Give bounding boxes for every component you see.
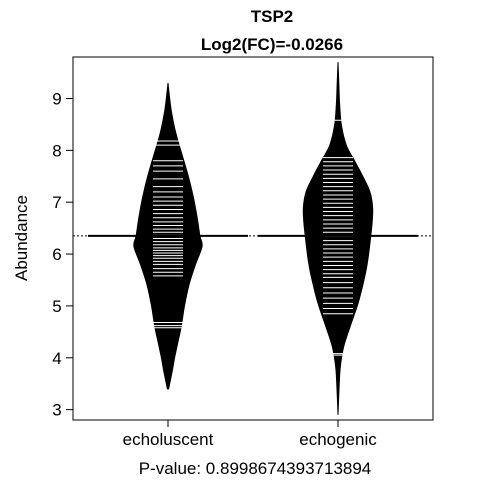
plot-frame <box>72 56 434 421</box>
y-tick-label: 4 <box>52 349 61 368</box>
y-tick-label: 6 <box>52 245 61 264</box>
y-axis-label: Abundance <box>12 195 31 281</box>
y-tick-label: 7 <box>52 193 61 212</box>
bean-echogenic <box>302 62 374 415</box>
axes-layer: echoluscent echogenic 3 4 5 6 7 8 9 <box>52 89 377 449</box>
y-tick-label: 3 <box>52 401 61 420</box>
x-tick-label: echoluscent <box>123 430 214 449</box>
y-tick-label: 5 <box>52 297 61 316</box>
x-axis-label: P-value: 0.8998674393713894 <box>139 459 372 478</box>
x-tick-label: echogenic <box>299 430 377 449</box>
beans-layer <box>73 62 433 415</box>
chart-subtitle: Log2(FC)=-0.0266 <box>201 35 343 54</box>
chart-title: TSP2 <box>251 7 294 26</box>
y-tick-label: 9 <box>52 89 61 108</box>
y-tick-label: 8 <box>52 141 61 160</box>
